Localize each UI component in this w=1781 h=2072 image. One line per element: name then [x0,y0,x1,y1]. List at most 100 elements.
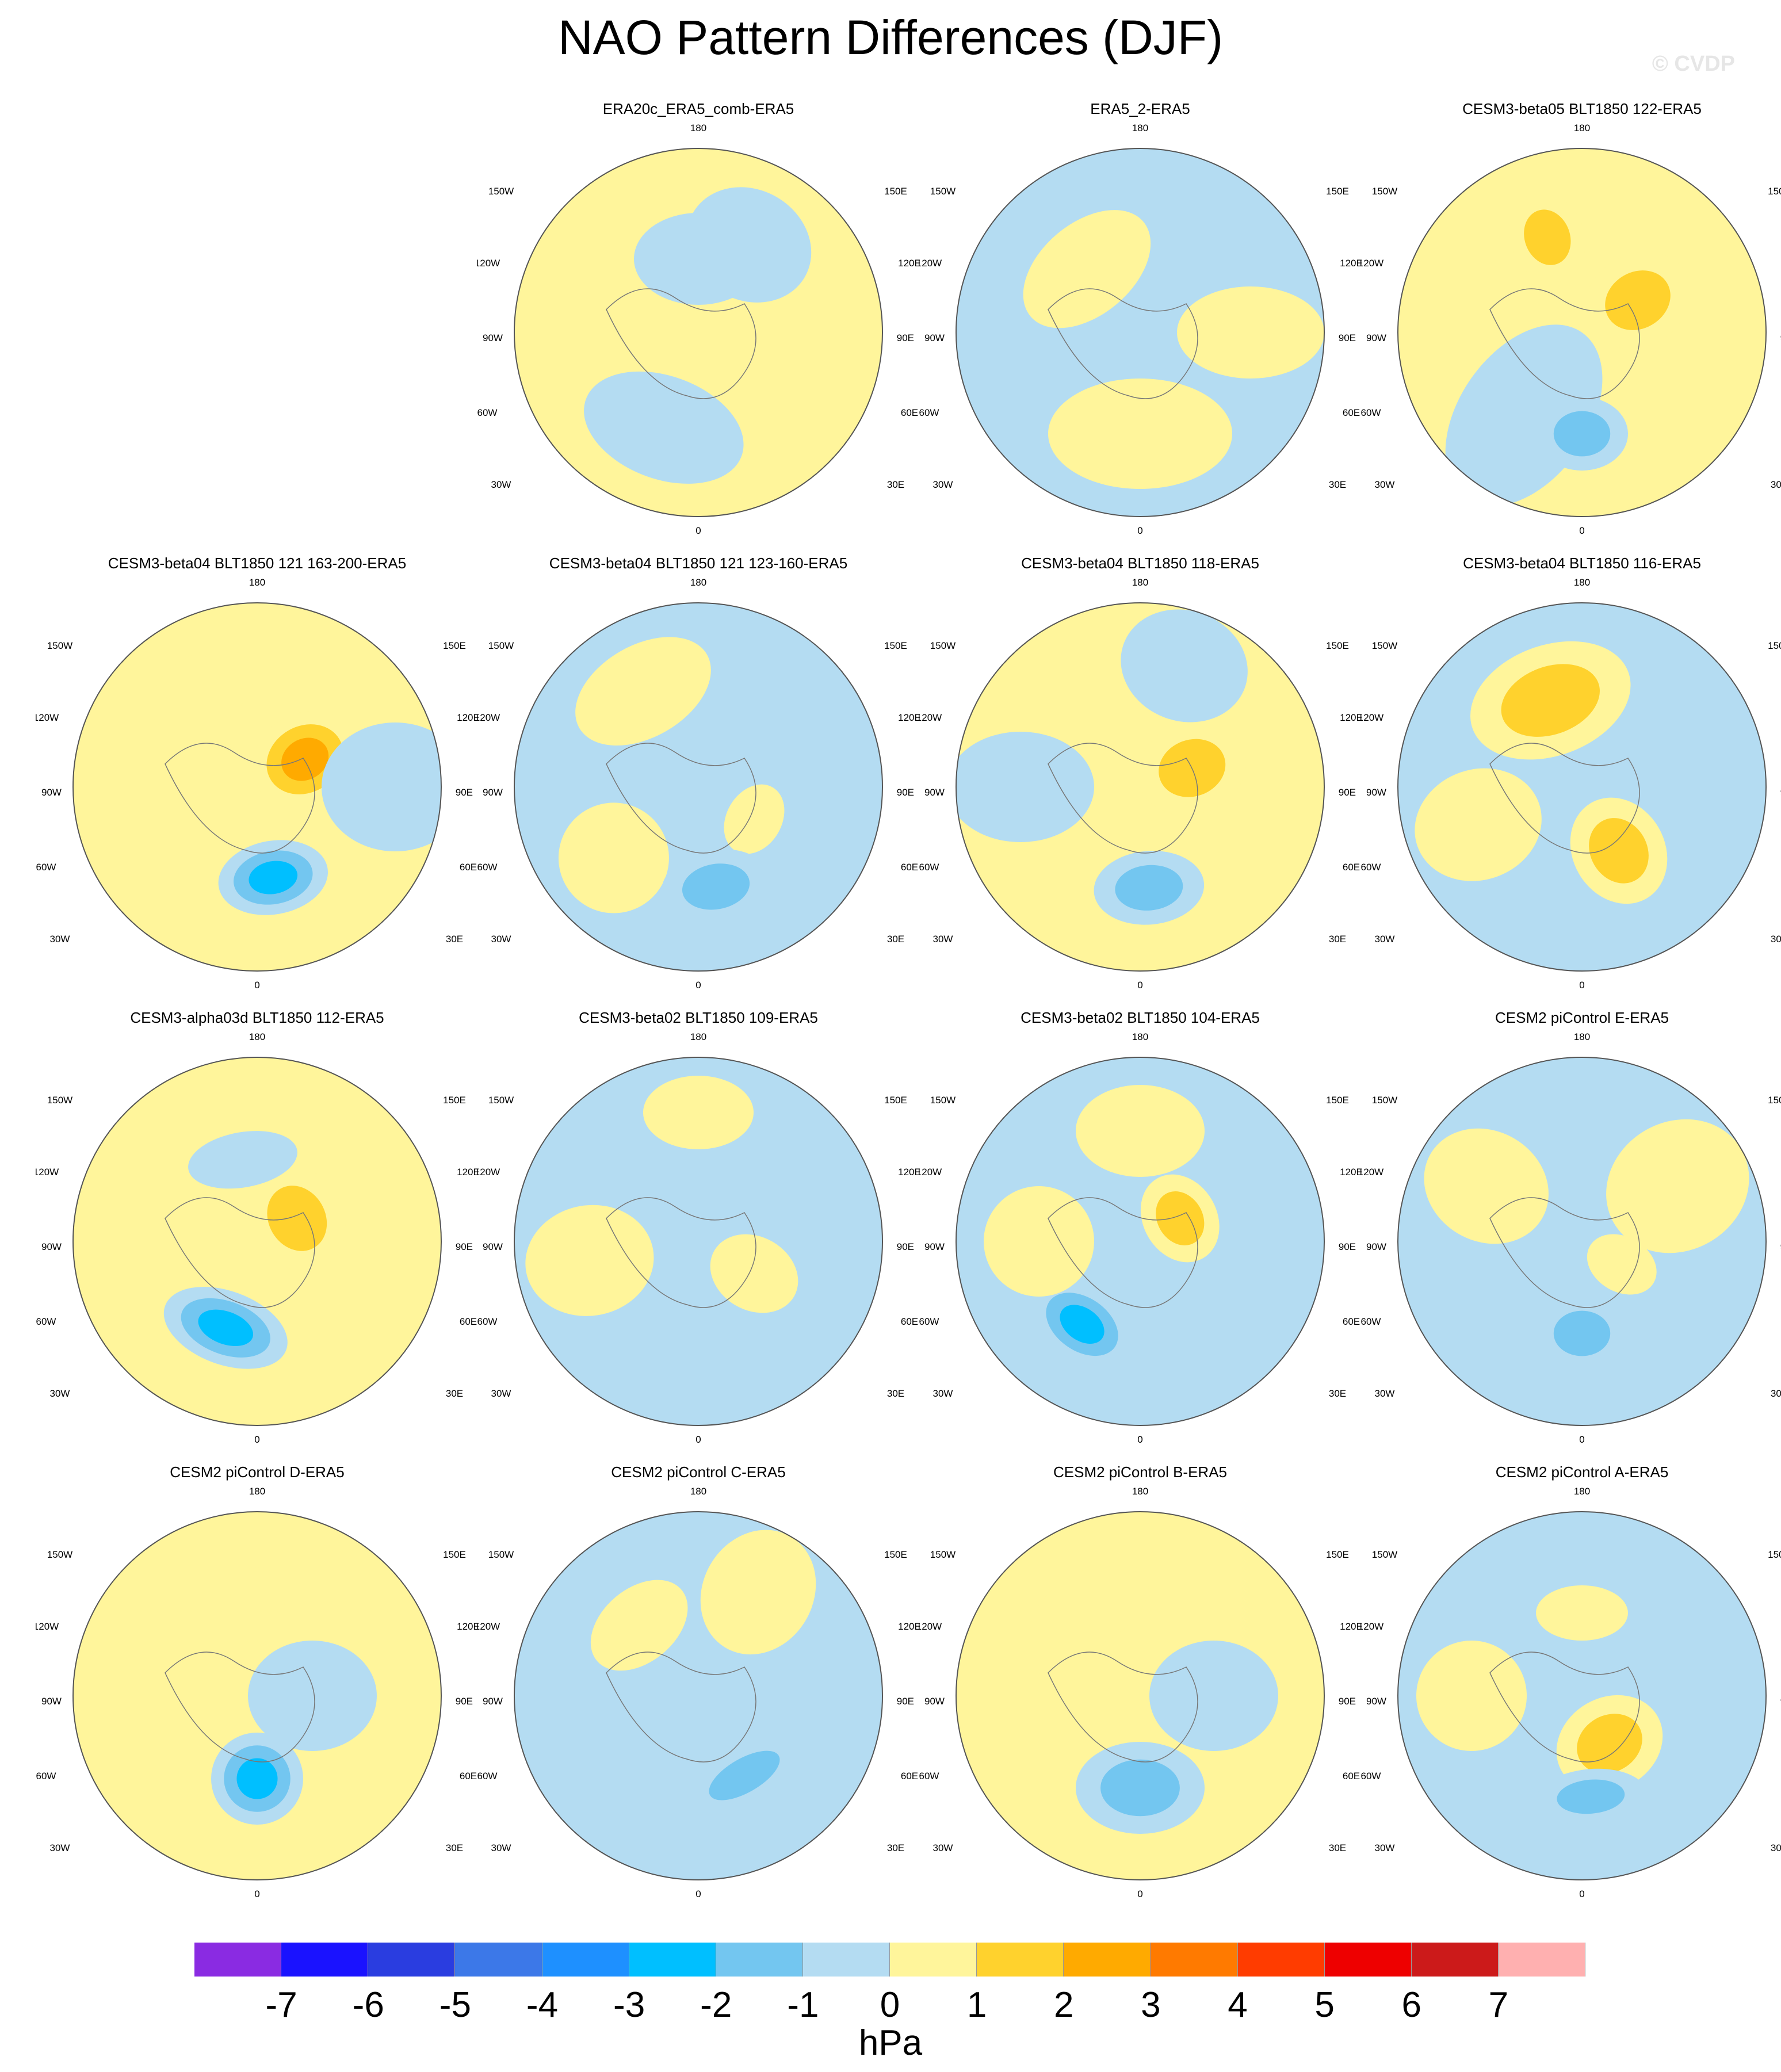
map-boundary [1397,148,1767,517]
longitude-label: 180 [249,1486,265,1497]
map-panel: CESM3-beta02 BLT1850 109-ERA5 180 0 150W 120… [477,1008,920,1456]
longitude-label: 30W [933,1842,953,1853]
longitude-label: 150E [884,1549,907,1560]
longitude-label: 30E [446,1842,463,1853]
panel-title: CESM2 piControl E-ERA5 [1495,1009,1669,1026]
map-boundary [514,1511,883,1880]
contour-region [1553,1310,1611,1356]
map-boundary [1397,1057,1767,1426]
contour-region [230,1567,285,1641]
contour-region [700,1530,816,1655]
longitude-label: 90E [897,787,914,798]
contour-region [1415,768,1542,881]
longitude-label: 150W [1372,1095,1397,1106]
polar-map: 180 0 150W 120W 90W 60W 30W 150E 120E 90E 60E 30E [919,123,1362,536]
longitude-label: 150E [1326,640,1349,651]
longitude-label: 90W [924,1696,945,1707]
contour-region [634,213,763,305]
panel-title: ERA5_2-ERA5 [1090,100,1190,117]
panel-title: ERA20c_ERA5_comb-ERA5 [602,100,794,117]
colorbar-swatch [802,1943,890,1977]
contour-region [575,637,711,746]
longitude-label: 30W [1375,1842,1395,1853]
longitude-label: 60E [460,862,477,873]
contour-region [1149,1641,1278,1751]
map-panel: CESM3-beta04 BLT1850 121 163-200-ERA5 180… [36,553,479,1002]
longitude-label: 30E [1329,1842,1346,1853]
longitude-label: 30E [446,1388,463,1399]
contour-region [1577,1714,1642,1774]
longitude-label: 120W [1360,1167,1383,1178]
longitude-label: 60E [901,1316,918,1327]
longitude-label: 0 [695,525,701,536]
contour-region [248,1641,377,1751]
contour-region [724,784,785,854]
contour-region [1605,270,1671,330]
panel-title: CESM2 piControl D-ERA5 [170,1463,345,1481]
colorbar-unit: hPa [858,2023,923,2063]
polar-map: 180 0 150W 120W 90W 60W 30W 150E 120E 90E 60E 30E [477,1031,920,1445]
longitude-label: 30E [1771,1388,1781,1399]
panel-title: CESM3-beta02 BLT1850 104-ERA5 [1021,1009,1260,1026]
longitude-label: 30W [1375,934,1395,945]
longitude-label: 0 [254,1888,259,1899]
panel-title: CESM3-beta02 BLT1850 109-ERA5 [579,1009,818,1026]
longitude-label: 150E [884,640,907,651]
coastline [165,1197,315,1308]
longitude-label: 0 [1137,980,1142,991]
longitude-label: 60W [477,407,498,418]
colorbar-tick-label: 2 [1054,1985,1074,2025]
coastline [1489,1652,1640,1763]
longitude-label: 0 [254,1434,259,1445]
longitude-label: 60W [1361,1771,1381,1782]
longitude-label: 60E [460,1771,477,1782]
longitude-label: 180 [1132,123,1148,133]
colorbar-swatch [890,1943,977,1977]
colorbar-swatch [368,1943,456,1977]
colorbar-swatch [1151,1943,1238,1977]
longitude-label: 0 [695,1888,701,1899]
longitude-label: 30E [1329,479,1346,490]
longitude-label: 90E [456,1241,473,1252]
colorbar-tick-label: 0 [880,1985,900,2025]
colorbar-tick-label: -1 [787,1985,819,2025]
coastline [606,743,756,854]
longitude-label: 90W [924,332,945,343]
contour-region [682,863,750,910]
longitude-label: 30W [491,479,511,490]
contour-region [1589,818,1649,884]
contour-region [1048,379,1232,489]
colorbar-swatch [1324,1943,1412,1977]
colorbar-tick-label: 5 [1314,1985,1335,2025]
longitude-label: 30E [887,479,904,490]
longitude-label: 150E [1326,1095,1349,1106]
coastline [1489,288,1640,399]
longitude-label: 30E [887,1842,904,1853]
contour-region [1524,209,1571,265]
longitude-label: 0 [1137,1888,1142,1899]
colorbar-swatch [1237,1943,1325,1977]
longitude-label: 90E [1339,1241,1356,1252]
map-panel: CESM3-beta04 BLT1850 121 123-160-ERA5 180… [477,553,920,1002]
longitude-label: 120W [919,1621,942,1632]
contour-region [590,1580,688,1671]
contour-region [236,1758,278,1799]
panel-title: CESM3-beta04 BLT1850 121 123-160-ERA5 [549,555,848,572]
colorbar-swatch [716,1943,803,1977]
longitude-label: 90W [483,1241,503,1252]
longitude-label: 150W [930,1095,956,1106]
longitude-label: 120W [919,712,942,723]
colorbar-tick-label: 1 [966,1985,987,2025]
longitude-label: 60W [477,862,498,873]
contour-region [584,371,744,484]
longitude-label: 0 [1137,1434,1142,1445]
contour-region [1501,664,1600,737]
contour-region [281,737,329,781]
contour-region [1060,1305,1104,1344]
colorbar-swatch [977,1943,1064,1977]
longitude-label: 90W [1366,787,1386,798]
longitude-label: 150E [443,640,466,651]
colorbar-tick-label: -4 [526,1985,559,2025]
longitude-label: 60E [901,1771,918,1782]
longitude-label: 90W [1366,332,1386,343]
